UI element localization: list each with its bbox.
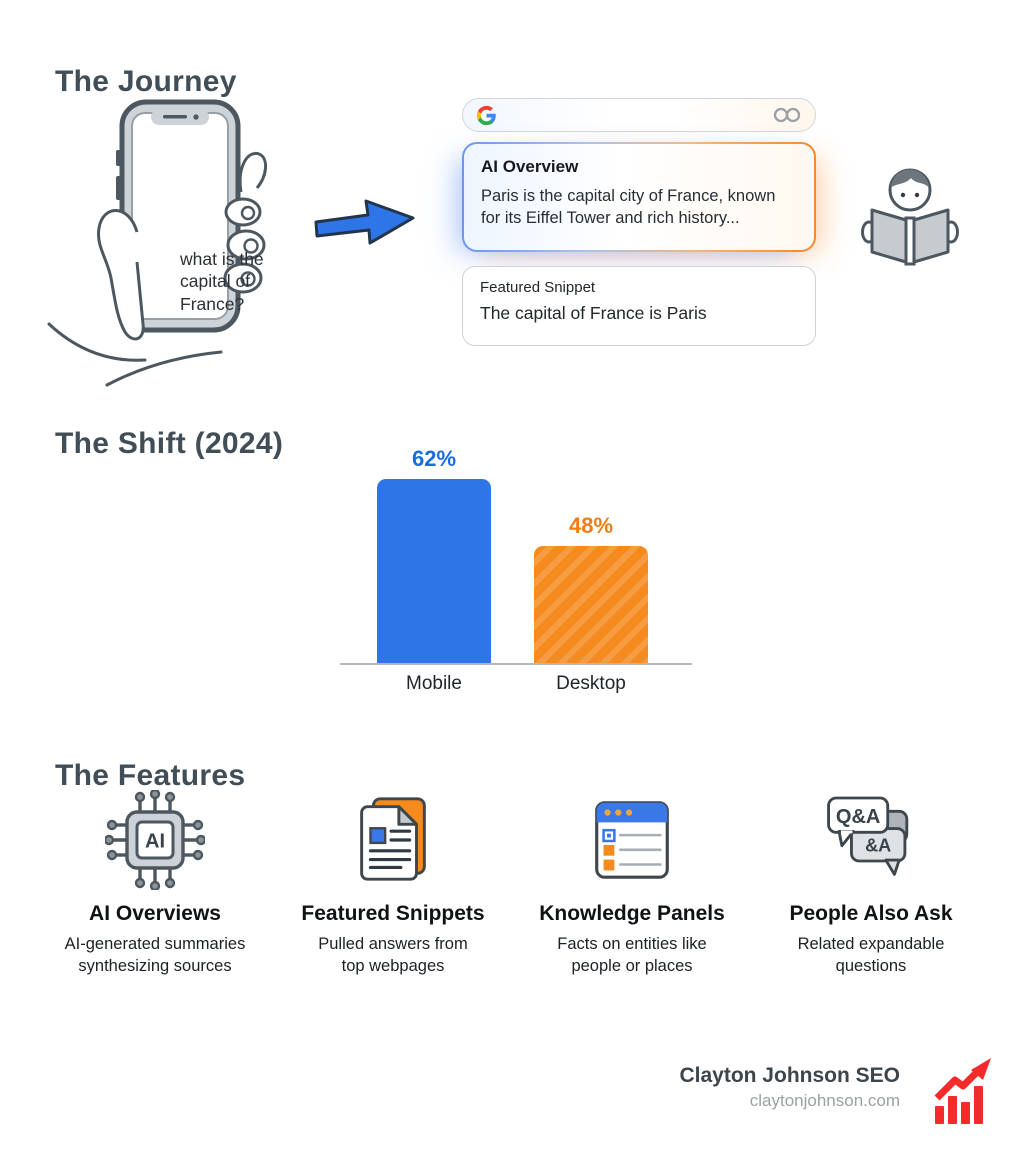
- bubble-top-label: Q&A: [835, 805, 880, 827]
- feature-description: Facts on entities like people or places: [557, 935, 707, 975]
- knowledge-panel-icon: [517, 786, 747, 893]
- bar-mobile: [377, 479, 491, 663]
- featured-snippet-card: Featured Snippet The capital of France i…: [462, 266, 816, 346]
- ai-chip-icon: AI: [40, 786, 270, 893]
- feature-featured-snippets: Featured Snippets Pulled answers from to…: [278, 786, 508, 978]
- ai-overview-title: AI Overview: [481, 157, 579, 176]
- phone-hand-icon: [47, 99, 267, 387]
- flow-arrow-icon: [308, 186, 420, 254]
- featured-snippet-body: The capital of France is Paris: [480, 303, 707, 323]
- feature-description: Pulled answers from top webpages: [318, 935, 468, 975]
- shift-heading: The Shift (2024): [55, 426, 284, 460]
- person-reading-icon: [860, 162, 960, 268]
- bubble-bottom-label: &A: [865, 835, 891, 855]
- ai-overview-body: Paris is the capital city of France, kno…: [481, 187, 776, 227]
- featured-snippet-label: Featured Snippet: [480, 279, 596, 296]
- adoption-bar-chart: 62% 48% Mobile Desktop: [340, 440, 692, 700]
- ai-chip-label: AI: [145, 830, 165, 852]
- feature-description: Related expandable questions: [797, 935, 945, 975]
- google-g-icon: [476, 105, 496, 125]
- hand-holding-phone-illustration: what is the capital of France?: [45, 92, 305, 387]
- feature-title: Featured Snippets: [301, 902, 485, 925]
- qa-bubbles-icon: &A Q&A: [756, 786, 986, 893]
- feature-title: People Also Ask: [789, 902, 953, 925]
- features-heading: The Features: [55, 758, 246, 792]
- bar-desktop: [534, 546, 648, 663]
- document-snippet-icon: [278, 786, 508, 893]
- footer-branding: Clayton Johnson SEO claytonjohnson.com: [679, 1064, 900, 1111]
- feature-title: Knowledge Panels: [539, 902, 725, 925]
- brand-name: Clayton Johnson SEO: [679, 1064, 900, 1087]
- bar-label-desktop: Desktop: [556, 673, 626, 694]
- feature-ai-overviews: AI AI Overviews AI-generated summaries s…: [40, 786, 270, 978]
- ai-overview-card: AI Overview Paris is the capital city of…: [462, 142, 816, 252]
- brand-website: claytonjohnson.com: [749, 1091, 900, 1110]
- bar-value-mobile: 62%: [411, 446, 457, 471]
- infinity-loop-icon: [773, 107, 801, 123]
- bar-value-desktop: 48%: [568, 513, 614, 538]
- chart-baseline: [340, 663, 692, 665]
- mock-search-bar: [462, 98, 816, 132]
- feature-title: AI Overviews: [89, 902, 221, 925]
- bar-label-mobile: Mobile: [406, 673, 462, 694]
- phone-search-query: what is the capital of France?: [180, 249, 264, 314]
- journey-heading: The Journey: [55, 64, 237, 98]
- growth-chart-logo-icon: [933, 1058, 991, 1126]
- feature-knowledge-panels: Knowledge Panels Facts on entities like …: [517, 786, 747, 978]
- feature-description: AI-generated summaries synthesizing sour…: [64, 935, 246, 975]
- feature-people-also-ask: &A Q&A People Also Ask Related expandabl…: [756, 786, 986, 978]
